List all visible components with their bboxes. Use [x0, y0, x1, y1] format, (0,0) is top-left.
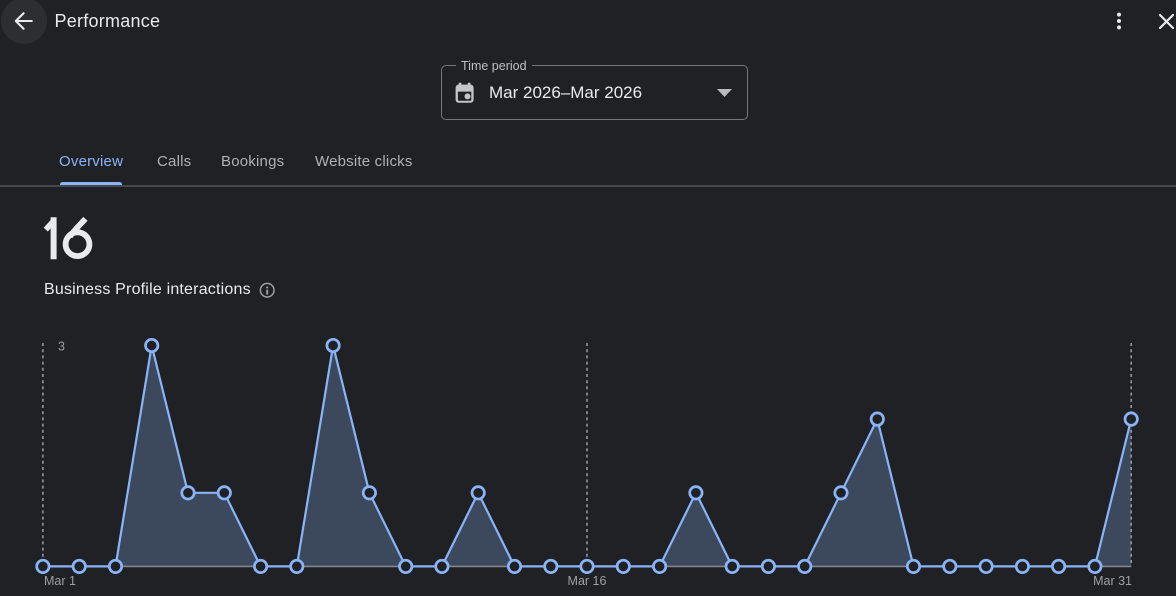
svg-text:Mar 16: Mar 16: [568, 574, 607, 588]
svg-text:3: 3: [58, 340, 65, 354]
svg-text:Mar 1: Mar 1: [44, 574, 76, 588]
svg-text:Mar 31: Mar 31: [1093, 574, 1132, 588]
